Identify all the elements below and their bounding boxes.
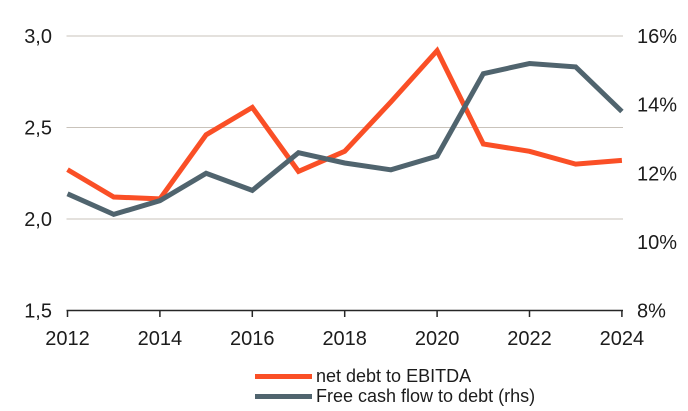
legend-item-net-debt: net debt to EBITDA bbox=[255, 366, 535, 386]
left-axis-tick-label: 3,0 bbox=[24, 26, 52, 48]
legend-label-fcf: Free cash flow to debt (rhs) bbox=[316, 386, 536, 406]
left-axis-tick-label: 2,0 bbox=[24, 209, 52, 231]
right-axis-tick-label: 12% bbox=[637, 163, 677, 185]
x-tick-label: 2018 bbox=[322, 328, 367, 350]
net-debt-line-swatch bbox=[255, 373, 312, 379]
x-tick-label: 2016 bbox=[230, 328, 275, 350]
x-tick-label: 2020 bbox=[415, 328, 460, 350]
fcf-line-swatch bbox=[255, 393, 312, 399]
x-tick-label: 2024 bbox=[600, 328, 645, 350]
right-axis-tick-label: 10% bbox=[637, 232, 677, 254]
right-axis-tick-label: 14% bbox=[637, 95, 677, 117]
legend-item-fcf: Free cash flow to debt (rhs) bbox=[255, 386, 535, 406]
x-tick-label: 2012 bbox=[45, 328, 90, 350]
chart-legend: net debt to EBITDA Free cash flow to deb… bbox=[255, 366, 535, 406]
right-axis-tick-label: 16% bbox=[637, 26, 677, 48]
left-axis-tick-label: 2,5 bbox=[24, 118, 52, 140]
series-line-net-debt-to-ebitda bbox=[66, 46, 623, 202]
right-axis-tick-label: 8% bbox=[637, 301, 666, 323]
left-axis-tick-label: 1,5 bbox=[24, 301, 52, 323]
legend-label-net-debt: net debt to EBITDA bbox=[316, 366, 472, 386]
x-tick-label: 2022 bbox=[507, 328, 552, 350]
series-line-free-cash-flow-to-debt bbox=[66, 60, 624, 218]
x-tick-label: 2014 bbox=[138, 328, 183, 350]
